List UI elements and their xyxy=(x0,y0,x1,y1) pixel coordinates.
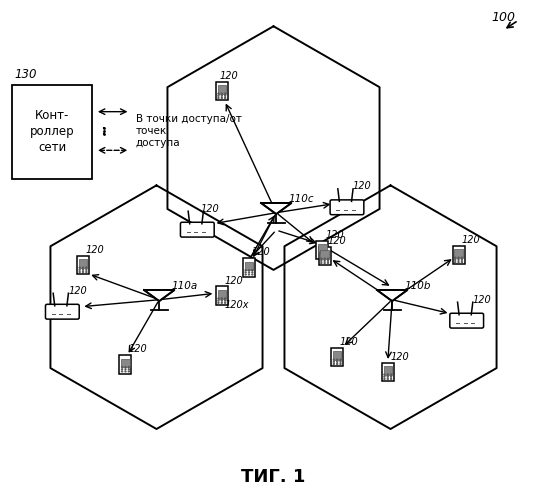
Circle shape xyxy=(384,378,385,380)
Circle shape xyxy=(325,256,327,258)
FancyBboxPatch shape xyxy=(181,222,214,237)
Circle shape xyxy=(325,252,327,253)
Circle shape xyxy=(340,359,341,360)
Circle shape xyxy=(387,376,388,377)
Bar xyxy=(455,250,463,258)
Circle shape xyxy=(121,371,123,372)
Bar xyxy=(218,290,226,298)
Circle shape xyxy=(121,366,123,368)
Circle shape xyxy=(384,374,385,375)
Text: 120: 120 xyxy=(219,71,238,81)
Circle shape xyxy=(328,262,329,264)
Circle shape xyxy=(322,252,323,253)
Text: 110c: 110c xyxy=(288,194,314,204)
Text: 120: 120 xyxy=(200,204,219,214)
Text: 100: 100 xyxy=(491,12,515,24)
Text: 120: 120 xyxy=(252,248,270,258)
Bar xyxy=(218,86,226,94)
Circle shape xyxy=(218,302,219,303)
Circle shape xyxy=(324,262,325,264)
Circle shape xyxy=(458,257,459,258)
Bar xyxy=(121,359,130,367)
Bar xyxy=(333,352,341,360)
Circle shape xyxy=(391,378,392,380)
Text: 120: 120 xyxy=(461,235,480,245)
Bar xyxy=(245,262,253,270)
Circle shape xyxy=(391,376,392,377)
Circle shape xyxy=(125,371,126,372)
Bar xyxy=(321,250,329,259)
FancyBboxPatch shape xyxy=(12,85,92,179)
FancyBboxPatch shape xyxy=(45,304,79,319)
Circle shape xyxy=(248,274,249,275)
Circle shape xyxy=(83,267,84,268)
Bar xyxy=(318,244,327,253)
Text: 120: 120 xyxy=(327,236,346,246)
Text: 120: 120 xyxy=(86,245,104,255)
Circle shape xyxy=(218,93,219,94)
Circle shape xyxy=(125,369,126,370)
Circle shape xyxy=(321,262,322,264)
Circle shape xyxy=(218,300,219,301)
FancyBboxPatch shape xyxy=(450,313,484,328)
Bar xyxy=(319,246,330,266)
Bar xyxy=(383,366,392,374)
Circle shape xyxy=(125,366,126,368)
Bar xyxy=(382,362,394,381)
Bar xyxy=(216,82,228,100)
Circle shape xyxy=(387,378,388,380)
Bar xyxy=(216,286,228,305)
Circle shape xyxy=(384,376,385,377)
Circle shape xyxy=(218,298,219,299)
Circle shape xyxy=(391,374,392,375)
Circle shape xyxy=(322,256,323,258)
Text: 120: 120 xyxy=(391,352,409,362)
Circle shape xyxy=(252,274,253,275)
Text: 110b: 110b xyxy=(404,281,430,291)
Circle shape xyxy=(328,258,329,259)
Text: 120: 120 xyxy=(340,337,359,347)
Circle shape xyxy=(328,260,329,262)
Text: ΤИГ. 1: ΤИГ. 1 xyxy=(241,468,306,486)
Text: 120: 120 xyxy=(224,276,243,286)
Text: В точки доступа/от
точек
доступа: В точки доступа/от точек доступа xyxy=(136,114,242,148)
Circle shape xyxy=(321,260,322,262)
Text: 120: 120 xyxy=(128,344,147,354)
Bar xyxy=(77,256,89,274)
Text: Конт-
роллер
сети: Конт- роллер сети xyxy=(30,110,74,154)
Text: 120: 120 xyxy=(352,181,371,191)
Polygon shape xyxy=(144,290,174,301)
Text: 120: 120 xyxy=(472,294,491,304)
Polygon shape xyxy=(261,203,292,214)
Circle shape xyxy=(121,369,123,370)
Circle shape xyxy=(79,267,80,268)
Bar xyxy=(331,348,343,366)
Circle shape xyxy=(324,260,325,262)
Circle shape xyxy=(325,254,327,256)
Circle shape xyxy=(86,267,87,268)
Polygon shape xyxy=(377,290,408,301)
Circle shape xyxy=(455,257,456,258)
Circle shape xyxy=(245,274,246,275)
FancyBboxPatch shape xyxy=(330,200,364,214)
Circle shape xyxy=(321,258,322,259)
Bar xyxy=(79,260,87,268)
Text: 110a: 110a xyxy=(171,281,197,291)
Circle shape xyxy=(387,374,388,375)
Bar xyxy=(317,240,328,260)
Bar xyxy=(452,246,464,264)
Circle shape xyxy=(333,359,334,360)
Text: 130: 130 xyxy=(14,68,37,82)
Circle shape xyxy=(324,258,325,259)
Text: 120: 120 xyxy=(69,286,88,296)
Text: 120: 120 xyxy=(325,230,344,240)
Circle shape xyxy=(322,254,323,256)
Text: 120x: 120x xyxy=(224,300,249,310)
Bar xyxy=(119,355,131,374)
Bar xyxy=(243,258,255,276)
